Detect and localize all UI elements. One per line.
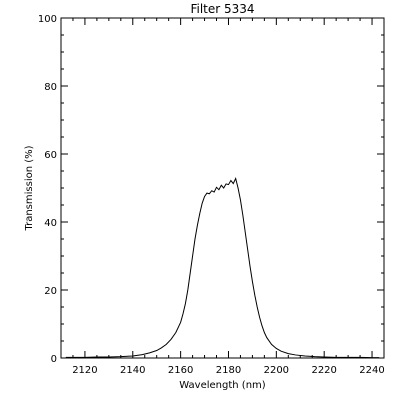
plot-frame	[60, 17, 385, 359]
y-tick-label: 40	[44, 218, 57, 229]
series-line	[65, 176, 380, 359]
x-axis-label: Wavelength (nm)	[179, 380, 265, 391]
y-axis-ticks: 0 20 40 60 80 100	[38, 14, 384, 365]
y-axis-label: Transmission (%)	[24, 145, 35, 231]
x-axis-ticks: 2120 2140 2160 2180 2200 2220 2240	[60, 18, 385, 376]
x-tick-label: 2120	[72, 365, 97, 376]
x-tick-label: 2180	[216, 365, 241, 376]
chart-title: Filter 5334	[190, 2, 254, 16]
y-tick-label: 20	[44, 286, 57, 297]
y-tick-label: 100	[38, 14, 57, 25]
x-tick-label: 2200	[264, 365, 289, 376]
x-tick-label: 2140	[120, 365, 145, 376]
x-tick-label: 2160	[168, 365, 193, 376]
x-tick-label: 2240	[359, 365, 384, 376]
x-tick-label: 2220	[311, 365, 336, 376]
y-tick-label: 0	[51, 354, 57, 365]
y-tick-label: 80	[44, 82, 57, 93]
y-tick-label: 60	[44, 150, 57, 161]
plot-area	[65, 176, 380, 359]
